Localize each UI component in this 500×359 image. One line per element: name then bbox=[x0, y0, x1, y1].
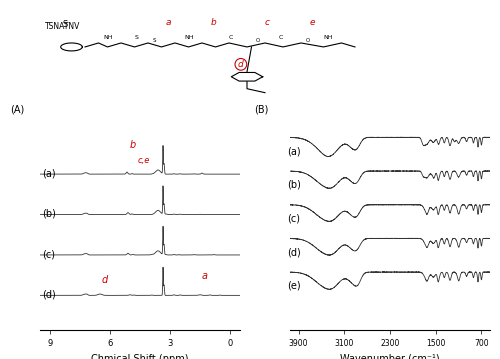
Text: S: S bbox=[134, 35, 138, 40]
Text: d: d bbox=[102, 275, 108, 285]
Text: (d): (d) bbox=[287, 247, 301, 257]
X-axis label: Wavenumber (cm⁻¹): Wavenumber (cm⁻¹) bbox=[340, 354, 440, 359]
Text: S: S bbox=[152, 38, 156, 43]
Text: NH: NH bbox=[103, 35, 113, 40]
Text: O: O bbox=[256, 38, 260, 43]
Text: (a): (a) bbox=[42, 168, 56, 178]
Text: C: C bbox=[229, 35, 234, 40]
Text: c: c bbox=[265, 18, 270, 27]
Text: TSNATNV: TSNATNV bbox=[44, 22, 80, 31]
Text: (c): (c) bbox=[42, 249, 55, 259]
Text: e: e bbox=[310, 18, 316, 27]
Text: O: O bbox=[306, 38, 310, 43]
Text: C: C bbox=[278, 35, 283, 40]
Text: (c): (c) bbox=[287, 214, 300, 224]
Text: (b): (b) bbox=[42, 209, 56, 219]
Text: (d): (d) bbox=[42, 289, 56, 299]
X-axis label: Chmical Shift (ppm): Chmical Shift (ppm) bbox=[91, 354, 189, 359]
Text: a: a bbox=[202, 271, 208, 281]
Text: (b): (b) bbox=[287, 180, 301, 190]
Text: a: a bbox=[166, 18, 172, 27]
Text: NH: NH bbox=[324, 35, 333, 40]
Text: (e): (e) bbox=[287, 281, 301, 291]
Text: d: d bbox=[238, 60, 244, 69]
Text: b: b bbox=[130, 140, 136, 150]
Text: NH: NH bbox=[184, 35, 194, 40]
Text: (A): (A) bbox=[10, 105, 24, 115]
Text: b: b bbox=[211, 18, 217, 27]
Text: $\mathrm{S}$: $\mathrm{S}$ bbox=[62, 18, 69, 29]
Text: (B): (B) bbox=[254, 105, 268, 115]
Text: (a): (a) bbox=[287, 146, 301, 156]
Text: c,e: c,e bbox=[138, 156, 150, 165]
